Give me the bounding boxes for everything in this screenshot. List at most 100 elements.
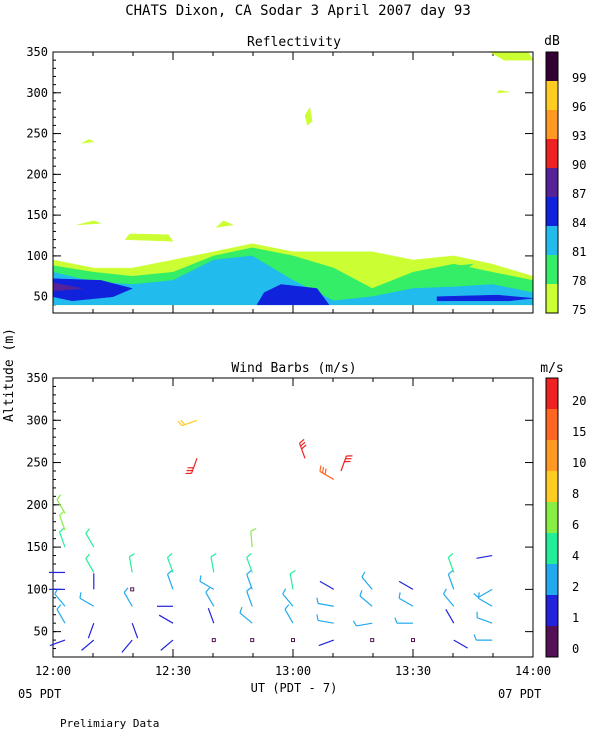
wind-barb bbox=[251, 529, 256, 548]
wind-barb bbox=[212, 639, 215, 642]
wind-colorbar-label: 8 bbox=[572, 487, 579, 501]
wind-barb-feather bbox=[323, 467, 324, 473]
wind-y-tick-label: 50 bbox=[34, 625, 48, 639]
wind-y-tick-label: 200 bbox=[26, 498, 48, 512]
wind-barb bbox=[320, 581, 334, 589]
wind-y-tick-label: 250 bbox=[26, 456, 48, 470]
x-axis-label: UT (PDT - 7) bbox=[251, 681, 338, 695]
wind-barb-shaft bbox=[240, 613, 252, 623]
refl-colorbar-label: 84 bbox=[572, 216, 586, 230]
wind-barb bbox=[168, 554, 173, 573]
wind-barb bbox=[341, 456, 352, 471]
wind-barb-shaft bbox=[399, 598, 413, 606]
wind-barb-shaft bbox=[206, 592, 214, 606]
refl-colorbar-label: 75 bbox=[572, 303, 586, 317]
wind-barb-feather bbox=[168, 554, 173, 558]
wind-barb-feather bbox=[129, 554, 134, 557]
wind-barb bbox=[448, 554, 453, 573]
wind-calm-marker bbox=[292, 639, 295, 642]
wind-barb-shaft bbox=[318, 620, 334, 623]
wind-barb bbox=[371, 639, 374, 642]
wind-calm-marker bbox=[412, 639, 415, 642]
wind-y-tick-label: 350 bbox=[26, 371, 48, 385]
refl-colorbar-label: 99 bbox=[572, 71, 586, 85]
wind-barb-feather bbox=[285, 605, 289, 610]
refl-colorbar-label: 93 bbox=[572, 129, 586, 143]
main-title: CHATS Dixon, CA Sodar 3 April 2007 day 9… bbox=[125, 3, 471, 19]
x-tick-label: 12:30 bbox=[155, 664, 191, 678]
footnote: Prelimiary Data bbox=[60, 717, 159, 730]
wind-barb bbox=[168, 570, 173, 589]
refl-colorbar-label: 81 bbox=[572, 245, 586, 259]
wind-barb bbox=[444, 589, 454, 606]
wind-barb-shaft bbox=[290, 574, 293, 590]
wind-barb bbox=[86, 529, 94, 548]
wind-barb-feather bbox=[395, 618, 397, 624]
wind-barb-feather bbox=[60, 511, 65, 515]
wind-barb bbox=[178, 420, 197, 426]
wind-barb-feather bbox=[124, 588, 128, 593]
wind-barb-shaft bbox=[86, 533, 94, 547]
wind-barb-feather bbox=[317, 598, 318, 604]
refl-contour-75 bbox=[77, 221, 101, 225]
wind-colorbar-segment bbox=[546, 409, 558, 440]
wind-barb-feather bbox=[168, 570, 173, 574]
refl-contour-75 bbox=[490, 52, 533, 60]
refl-colorbar-segment bbox=[546, 110, 558, 139]
wind-barb-feather bbox=[317, 615, 318, 621]
wind-barb-feather bbox=[86, 529, 90, 534]
wind-calm-marker bbox=[251, 639, 254, 642]
x-tick-label: 13:30 bbox=[395, 664, 431, 678]
wind-barb bbox=[360, 590, 372, 606]
wind-colorbar-label: 10 bbox=[572, 456, 586, 470]
wind-barb bbox=[320, 466, 334, 480]
wind-barb-feather bbox=[301, 442, 306, 446]
wind-y-tick-label: 100 bbox=[26, 582, 48, 596]
wind-barb-shaft bbox=[285, 609, 293, 623]
wind-barb bbox=[161, 640, 173, 650]
wind-colorbar-label: 6 bbox=[572, 518, 579, 532]
wind-barb-shaft bbox=[50, 640, 65, 645]
wind-barb bbox=[474, 634, 492, 640]
wind-barb-feather bbox=[399, 592, 400, 598]
wind-barb-shaft bbox=[132, 623, 137, 638]
wind-colorbar-label: 4 bbox=[572, 549, 579, 563]
wind-barb-feather bbox=[448, 570, 453, 574]
wind-barb-feather bbox=[211, 554, 216, 557]
wind-barb bbox=[60, 528, 65, 547]
wind-barb bbox=[448, 570, 453, 589]
x-tick-label: 14:00 bbox=[515, 664, 551, 678]
wind-barb-feather bbox=[247, 554, 252, 558]
wind-barb-feather bbox=[178, 421, 182, 426]
wind-colorbar-segment bbox=[546, 440, 558, 471]
wind-colorbar-segment bbox=[546, 378, 558, 409]
wind-barb-shaft bbox=[80, 598, 94, 606]
wind-barb bbox=[186, 458, 197, 473]
wind-calm-marker bbox=[131, 588, 134, 591]
wind-barb-feather bbox=[86, 554, 90, 559]
refl-y-tick-label: 100 bbox=[26, 249, 48, 263]
wind-barb-shaft bbox=[362, 577, 372, 589]
wind-barb-shaft bbox=[477, 618, 492, 623]
wind-barb-shaft bbox=[159, 615, 173, 623]
wind-barb bbox=[55, 589, 65, 606]
wind-colorbar-label: 20 bbox=[572, 394, 586, 408]
wind-barb-feather bbox=[60, 528, 65, 532]
wind-barb bbox=[399, 592, 413, 606]
wind-barb bbox=[86, 554, 94, 573]
wind-barb-feather bbox=[290, 571, 295, 574]
wind-plot-frame bbox=[53, 378, 533, 657]
refl-colorbar-label: 90 bbox=[572, 158, 586, 172]
wind-barb bbox=[362, 572, 372, 589]
wind-barb-feather bbox=[200, 575, 201, 581]
wind-barb bbox=[131, 588, 134, 591]
wind-barb-shaft bbox=[476, 556, 492, 559]
wind-barb-shaft bbox=[448, 574, 453, 589]
wind-barb-shaft bbox=[161, 640, 173, 650]
wind-barb-shaft bbox=[60, 515, 65, 530]
wind-colorbar-label: 15 bbox=[572, 425, 586, 439]
wind-barb bbox=[240, 607, 252, 623]
wind-barb-feather bbox=[181, 420, 185, 425]
